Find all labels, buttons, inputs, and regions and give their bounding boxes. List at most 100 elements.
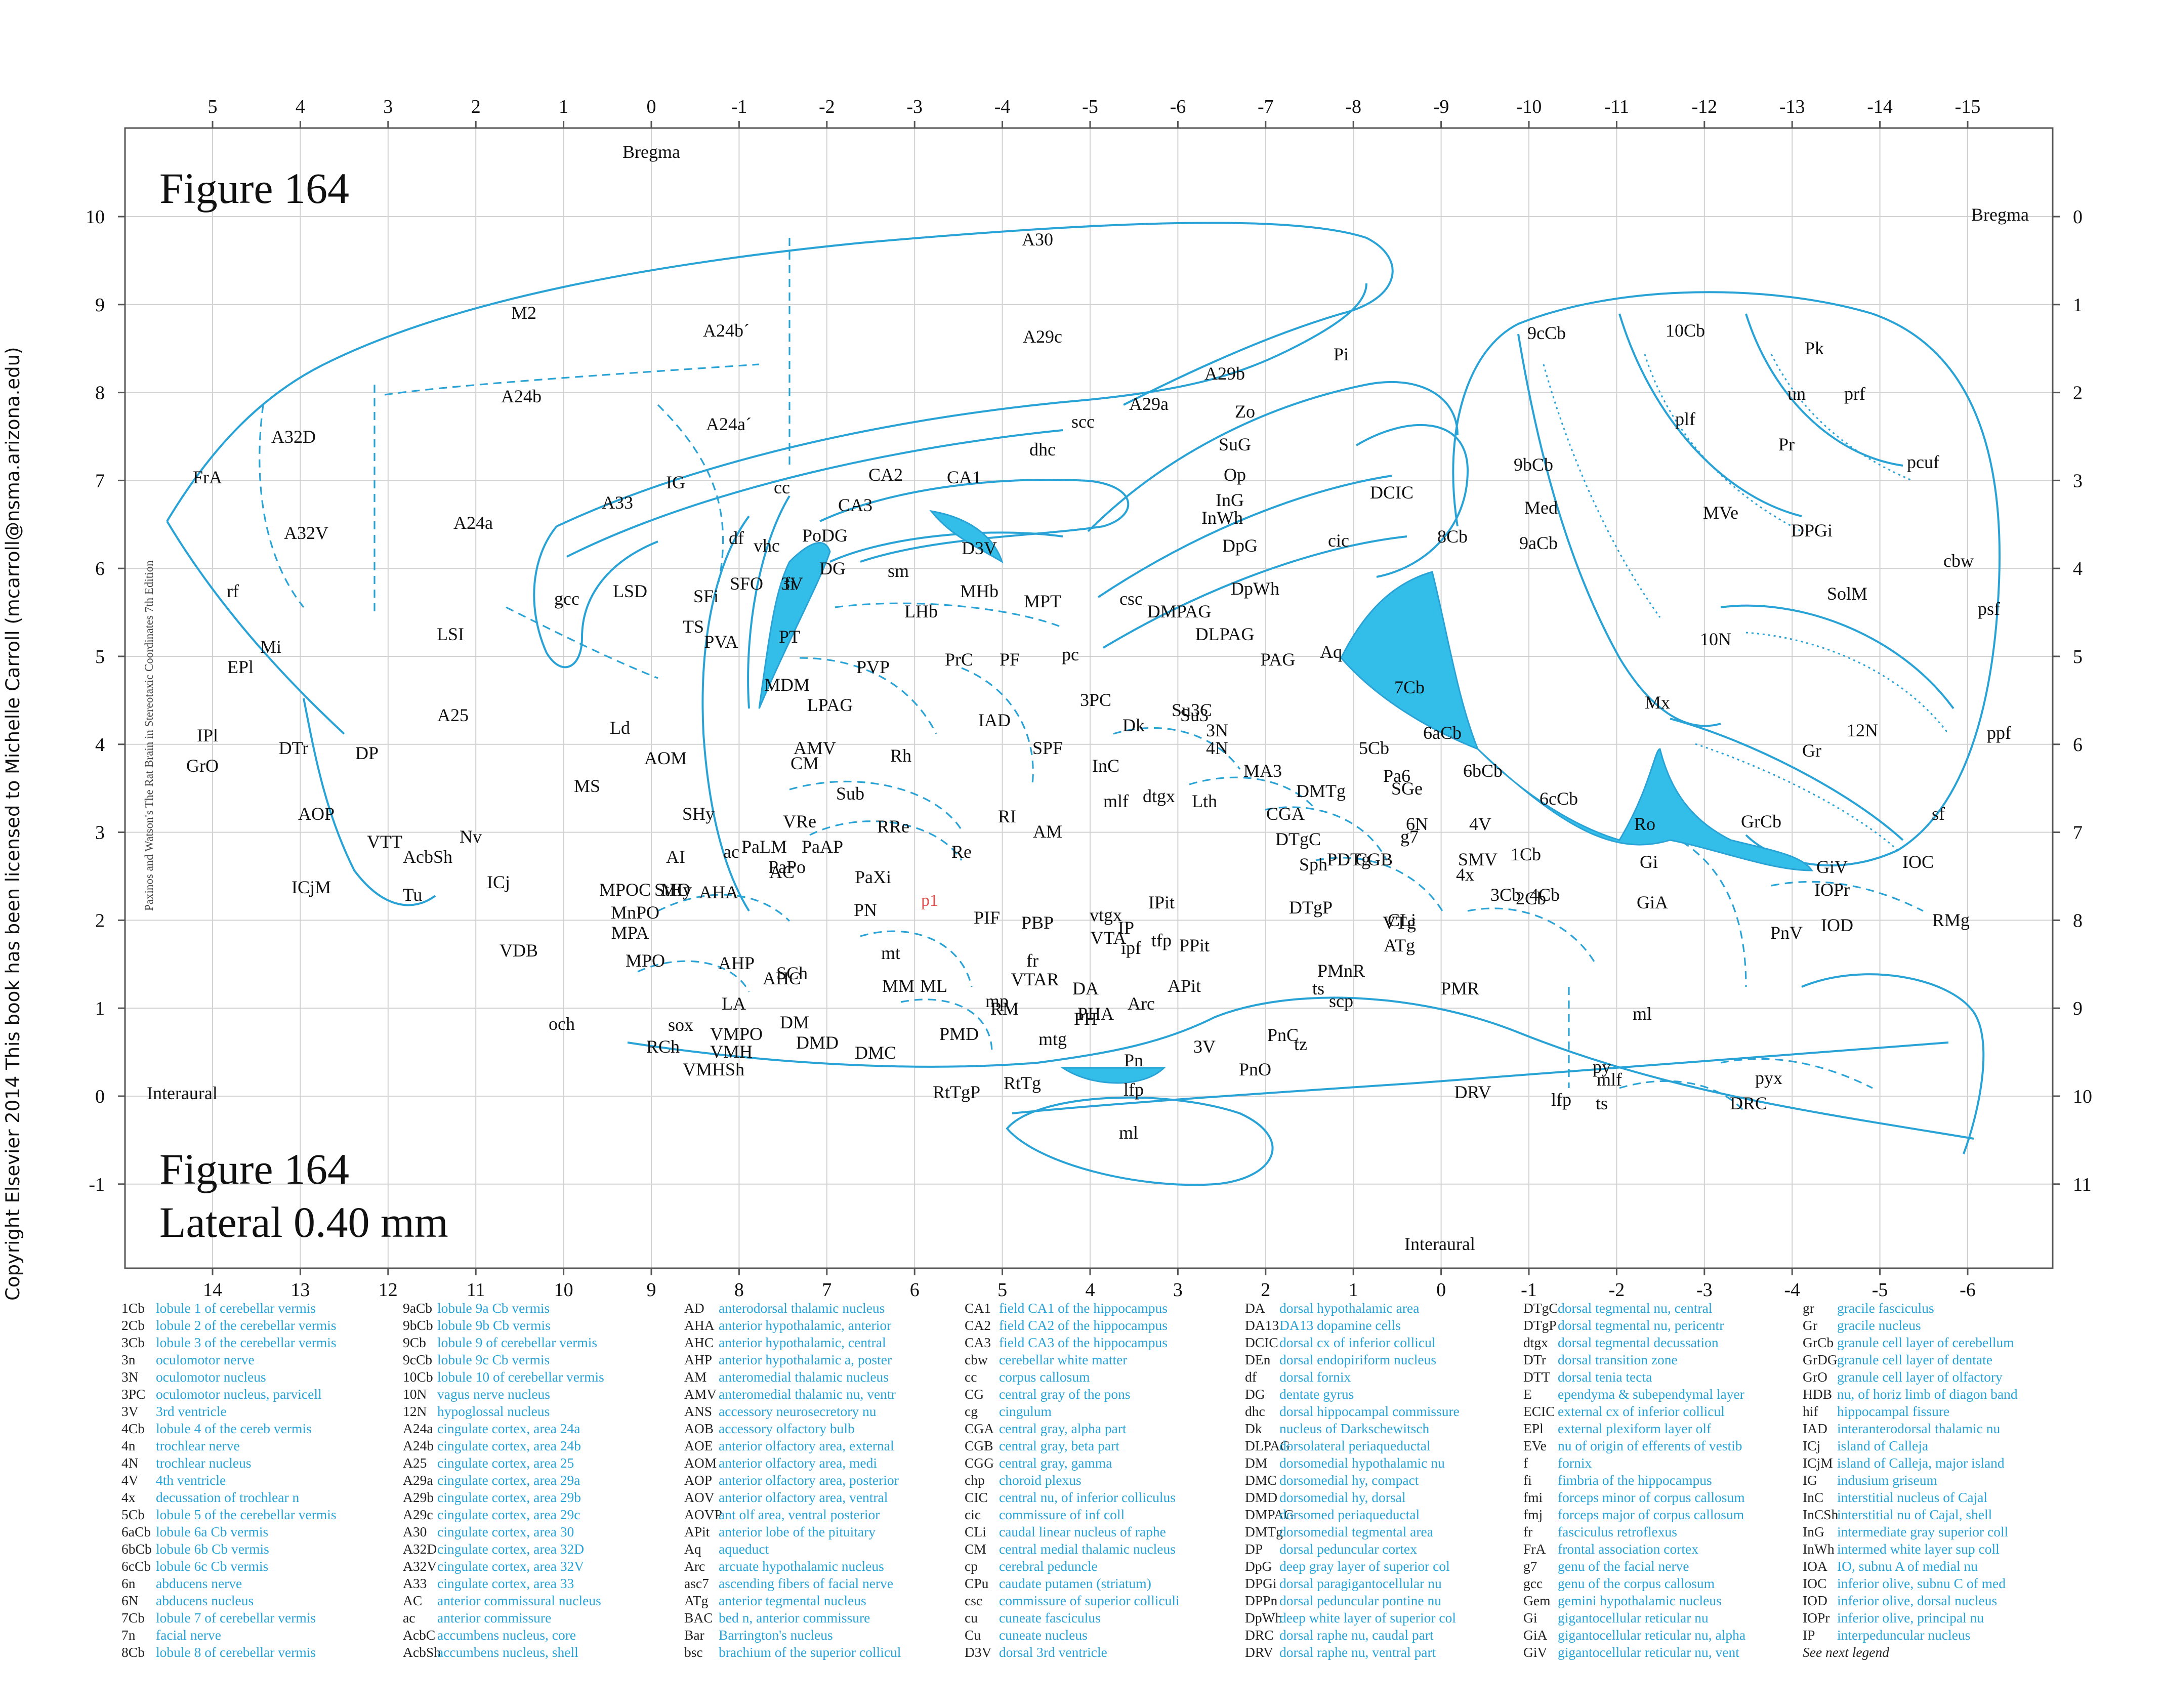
legend-entry: InWh intermed white layer sup coll bbox=[1803, 1540, 2018, 1558]
region-label: CLi bbox=[1388, 910, 1416, 930]
right-tick-label: 0 bbox=[2073, 206, 2083, 228]
legend-entry: DCICdorsal cx of inferior collicul bbox=[1245, 1334, 1460, 1351]
region-label: 6N bbox=[1406, 814, 1428, 834]
legend-abbreviation: DMC bbox=[1245, 1472, 1277, 1488]
legend-entry: 6aCb lobule 6a Cb vermis bbox=[121, 1523, 337, 1540]
legend-entry: 6cCb lobule 6c Cb vermis bbox=[121, 1558, 337, 1575]
legend-entry: DTT dorsal tenia tecta bbox=[1523, 1368, 1745, 1386]
legend-description: dorsal raphe nu, ventral part bbox=[1279, 1644, 1436, 1660]
legend-abbreviation: 9bCb bbox=[403, 1317, 433, 1333]
region-label: fi bbox=[784, 573, 795, 594]
region-label: 9cCb bbox=[1527, 323, 1566, 343]
legend-abbreviation: 4N bbox=[121, 1455, 139, 1471]
legend-entry: hif hippocampal fissure bbox=[1803, 1403, 2018, 1420]
legend-description: central gray, gamma bbox=[999, 1455, 1112, 1471]
legend-abbreviation: DpWh bbox=[1245, 1610, 1282, 1626]
right-tick-label: 5 bbox=[2073, 646, 2083, 668]
region-label: 4x bbox=[1456, 864, 1474, 885]
legend-entry: DpG deep gray layer of superior col bbox=[1245, 1558, 1460, 1575]
legend-abbreviation: dtgx bbox=[1523, 1335, 1548, 1350]
legend-entry: IOD inferior olive, dorsal nucleus bbox=[1803, 1592, 2018, 1609]
legend-description: gigantocellular reticular nu, alpha bbox=[1558, 1627, 1746, 1643]
legend-abbreviation: AHA bbox=[684, 1317, 715, 1333]
legend-description: interstitial nucleus of Cajal bbox=[1837, 1489, 1988, 1505]
region-label: mp bbox=[985, 991, 1009, 1011]
region-label: AM bbox=[1033, 821, 1062, 842]
legend-entry: A30 cingulate cortex, area 30 bbox=[403, 1523, 604, 1540]
right-tick-label: 10 bbox=[2073, 1086, 2092, 1107]
legend-entry: A32Vcingulate cortex, area 32V bbox=[403, 1558, 604, 1575]
region-label: IP bbox=[1118, 918, 1134, 938]
legend-description: cingulate cortex, area 24a bbox=[437, 1421, 580, 1436]
bottom-tick-label: -5 bbox=[1872, 1279, 1888, 1301]
legend-entry: g7 genu of the facial nerve bbox=[1523, 1558, 1745, 1575]
bottom-tick-label: 3 bbox=[1173, 1279, 1183, 1301]
legend-description: accumbens nucleus, core bbox=[437, 1627, 576, 1643]
region-label: InG bbox=[1216, 490, 1244, 510]
legend-description: bed n, anterior commissure bbox=[719, 1610, 870, 1626]
region-label: AHP bbox=[718, 953, 755, 973]
region-label: A24b bbox=[501, 386, 542, 406]
region-label: CA2 bbox=[868, 465, 903, 485]
region-label: VRe bbox=[783, 811, 816, 831]
legend-entry: 6n abducens nerve bbox=[121, 1575, 337, 1592]
region-label: VTA bbox=[1090, 928, 1126, 948]
legend-entry: DMC dorsomedial hy, compact bbox=[1245, 1472, 1460, 1489]
legend-abbreviation: DRV bbox=[1245, 1644, 1273, 1660]
legend-abbreviation: A29c bbox=[403, 1507, 433, 1522]
region-label: MPO bbox=[626, 950, 665, 971]
region-label: tfp bbox=[1151, 930, 1172, 950]
region-label: psf bbox=[1978, 599, 2000, 619]
legend-abbreviation: 10Cb bbox=[403, 1369, 433, 1385]
legend-entry: ATg anterior tegmental nucleus bbox=[684, 1592, 901, 1609]
legend-entry: DTr dorsal transition zone bbox=[1523, 1351, 1745, 1368]
region-label: MDM bbox=[764, 675, 810, 695]
legend-description: lobule 1 of cerebellar vermis bbox=[156, 1300, 316, 1316]
legend-entry: 7Cb lobule 7 of cerebellar vermis bbox=[121, 1609, 337, 1627]
legend-entry: chp choroid plexus bbox=[965, 1472, 1180, 1489]
region-label: 1Cb bbox=[1511, 844, 1541, 864]
right-tick-label: 9 bbox=[2073, 998, 2083, 1019]
legend-description: lobule 5 of the cerebellar vermis bbox=[156, 1507, 337, 1522]
legend-entry: Gem gemini hypothalamic nucleus bbox=[1523, 1592, 1745, 1609]
legend-abbreviation: AD bbox=[684, 1300, 704, 1316]
legend-abbreviation: AcbC bbox=[403, 1627, 436, 1643]
legend-entry: CA3 field CA3 of the hippocampus bbox=[965, 1334, 1180, 1351]
region-label: MPT bbox=[1024, 591, 1061, 611]
legend-column: CA1 field CA1 of the hippocampus CA2 field … bbox=[965, 1300, 1180, 1661]
legend-abbreviation: ac bbox=[403, 1610, 415, 1626]
left-tick-label: 9 bbox=[95, 295, 105, 316]
legend-abbreviation: BAC bbox=[684, 1610, 713, 1626]
legend-abbreviation: 6aCb bbox=[121, 1524, 151, 1539]
top-tick-label: -6 bbox=[1170, 96, 1186, 117]
region-label: A29a bbox=[1129, 394, 1169, 414]
right-tick-label: 1 bbox=[2073, 295, 2083, 316]
legend-entry: dhc dorsal hippocampal commissure bbox=[1245, 1403, 1460, 1420]
region-label: M2 bbox=[511, 303, 536, 323]
legend-description: lobule 4 of the cereb vermis bbox=[156, 1421, 312, 1436]
region-label: Ld bbox=[610, 718, 630, 738]
top-tick-label: 1 bbox=[559, 96, 568, 117]
legend-description: external plexiform layer olf bbox=[1558, 1421, 1712, 1436]
legend-abbreviation: 8Cb bbox=[121, 1644, 145, 1660]
legend-entry: AHA anterior hypothalamic, anterior bbox=[684, 1317, 901, 1334]
legend-entry: DTgCdorsal tegmental nu, central bbox=[1523, 1300, 1745, 1317]
legend-description: gracile nucleus bbox=[1837, 1317, 1921, 1333]
legend-description: lobule 9c Cb vermis bbox=[437, 1352, 550, 1367]
legend-description: cerebellar white matter bbox=[999, 1352, 1128, 1367]
legend-abbreviation: Aq bbox=[684, 1541, 701, 1557]
legend-abbreviation: CM bbox=[965, 1541, 986, 1557]
legend-description: inferior olive, subnu C of med bbox=[1837, 1575, 2006, 1591]
legend-abbreviation: A24b bbox=[403, 1438, 434, 1453]
fourth-ventricle-shape bbox=[1477, 748, 1813, 871]
cerebellar-folia-dotted bbox=[1543, 354, 1949, 851]
region-label: PBP bbox=[1021, 912, 1054, 933]
region-label: DRC bbox=[1730, 1093, 1767, 1113]
region-label: DA bbox=[1072, 978, 1099, 998]
legend-entry: IP interpeduncular nucleus bbox=[1803, 1627, 2018, 1644]
region-label: RtTgP bbox=[933, 1082, 980, 1102]
region-label: 8Cb bbox=[1437, 526, 1468, 547]
dorsal-third-ventricle-shape bbox=[929, 510, 1004, 564]
legend-abbreviation: f bbox=[1523, 1455, 1528, 1471]
region-label: DMPAG bbox=[1147, 601, 1212, 621]
